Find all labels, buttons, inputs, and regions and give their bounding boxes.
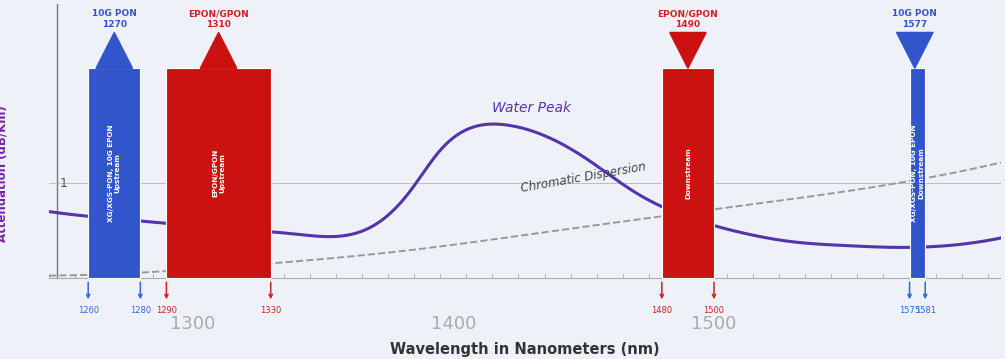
Text: 1500: 1500	[691, 315, 737, 333]
Text: Water Peak: Water Peak	[492, 101, 571, 115]
Text: XG/XGS-PON, 10G EPON
Downstream: XG/XGS-PON, 10G EPON Downstream	[911, 124, 924, 222]
Text: Downstream: Downstream	[685, 147, 690, 199]
Polygon shape	[669, 32, 707, 68]
Text: Wavelength in Nanometers (nm): Wavelength in Nanometers (nm)	[390, 342, 659, 357]
Bar	[662, 68, 714, 278]
Text: 1: 1	[59, 177, 67, 190]
Text: EPON/GPON
1310: EPON/GPON 1310	[188, 9, 249, 29]
Text: 1330: 1330	[260, 306, 281, 315]
Text: Chromatic Dispersion: Chromatic Dispersion	[520, 160, 647, 195]
Text: 1581: 1581	[915, 306, 936, 315]
Text: 1280: 1280	[130, 306, 151, 315]
Polygon shape	[200, 32, 237, 68]
Text: Attenuation (dB/Km): Attenuation (dB/Km)	[0, 106, 9, 242]
Text: 1400: 1400	[430, 315, 476, 333]
Bar	[910, 68, 926, 278]
Polygon shape	[96, 32, 133, 68]
Text: EPON/GPON
Upstream: EPON/GPON Upstream	[212, 149, 225, 197]
Text: 10G PON
1270: 10G PON 1270	[91, 9, 137, 29]
Text: 10G PON
1577: 10G PON 1577	[892, 9, 938, 29]
Text: 1480: 1480	[651, 306, 672, 315]
Text: 1300: 1300	[170, 315, 215, 333]
Bar	[88, 68, 141, 278]
Polygon shape	[896, 32, 933, 68]
Text: 1575: 1575	[899, 306, 921, 315]
Text: 1290: 1290	[156, 306, 177, 315]
Text: 1500: 1500	[704, 306, 725, 315]
Text: 1260: 1260	[77, 306, 98, 315]
Text: XG/XGS-PON, 10G EPON
Upstream: XG/XGS-PON, 10G EPON Upstream	[108, 124, 121, 222]
Bar	[167, 68, 270, 278]
Text: EPON/GPON
1490: EPON/GPON 1490	[657, 9, 719, 29]
